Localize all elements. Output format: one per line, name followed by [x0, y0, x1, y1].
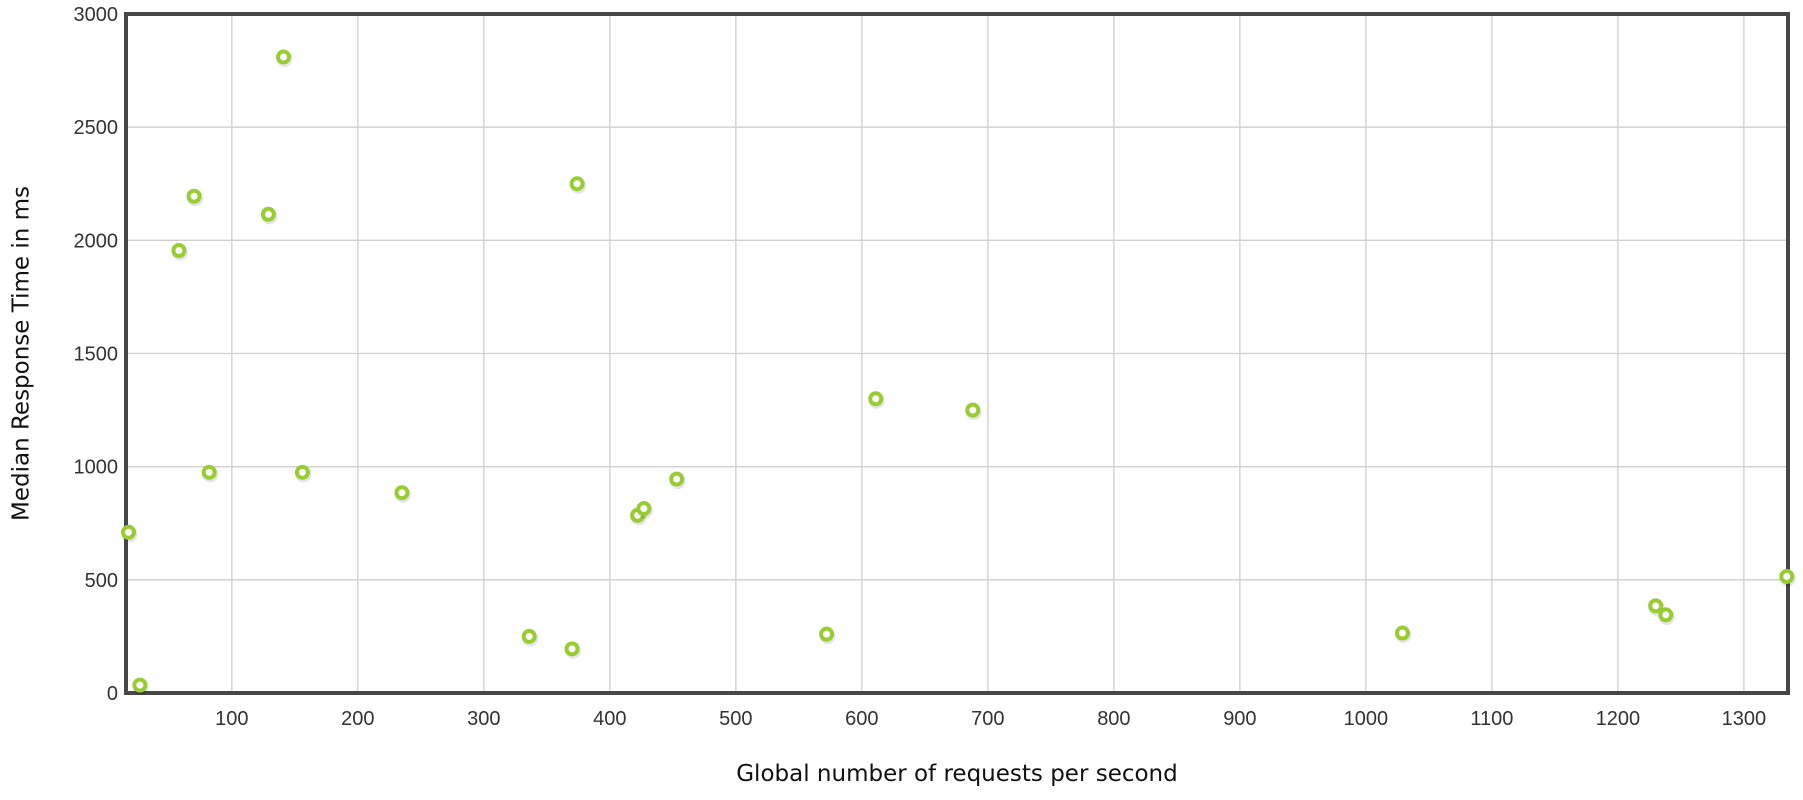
- y-tick-label: 500: [85, 570, 118, 592]
- data-point[interactable]: [965, 402, 981, 418]
- x-tick-label: 1000: [1344, 708, 1389, 730]
- data-point[interactable]: [394, 485, 410, 501]
- data-point[interactable]: [1658, 607, 1674, 623]
- data-point[interactable]: [636, 501, 652, 517]
- x-tick-label: 700: [971, 708, 1004, 730]
- x-tick-label: 400: [593, 708, 626, 730]
- x-tick-label: 300: [467, 708, 500, 730]
- y-tick-label: 1000: [74, 457, 119, 479]
- x-tick-label: 900: [1223, 708, 1256, 730]
- y-tick-label: 1500: [74, 344, 119, 366]
- x-tick-label: 800: [1097, 708, 1130, 730]
- data-point[interactable]: [201, 464, 217, 480]
- x-tick-label: 1300: [1722, 708, 1767, 730]
- data-point[interactable]: [121, 524, 137, 540]
- data-point[interactable]: [186, 188, 202, 204]
- data-point[interactable]: [171, 243, 187, 259]
- data-point[interactable]: [669, 471, 685, 487]
- data-point[interactable]: [294, 464, 310, 480]
- y-tick-label: 2000: [74, 230, 119, 252]
- points-layer: [121, 49, 1796, 696]
- x-tick-label: 500: [719, 708, 752, 730]
- y-tick-label: 0: [107, 683, 118, 705]
- grid-layer: [126, 13, 1788, 694]
- tick-labels-layer: 100 200 300 400 500 600 700 800 900 1000 1100 1200 1…: [74, 4, 1767, 730]
- x-tick-label: 200: [341, 708, 374, 730]
- data-point[interactable]: [521, 628, 537, 644]
- data-point[interactable]: [564, 641, 580, 657]
- data-point[interactable]: [1394, 625, 1410, 641]
- data-point[interactable]: [132, 677, 148, 693]
- data-point[interactable]: [819, 626, 835, 642]
- data-point[interactable]: [276, 49, 292, 65]
- y-tick-label: 3000: [74, 4, 119, 26]
- x-axis-title: Global number of requests per second: [736, 761, 1178, 787]
- data-point[interactable]: [569, 176, 585, 192]
- x-tick-label: 1200: [1596, 708, 1641, 730]
- y-tick-label: 2500: [74, 117, 119, 139]
- x-tick-label: 1100: [1470, 708, 1513, 730]
- data-point[interactable]: [868, 391, 884, 407]
- data-point[interactable]: [1779, 568, 1795, 584]
- x-tick-label: 100: [215, 708, 248, 730]
- plot-area-frame: [124, 12, 1790, 695]
- data-point[interactable]: [1648, 598, 1664, 614]
- x-tick-label: 600: [845, 708, 878, 730]
- y-axis-title: Median Response Time in ms: [9, 186, 35, 521]
- data-point[interactable]: [260, 206, 276, 222]
